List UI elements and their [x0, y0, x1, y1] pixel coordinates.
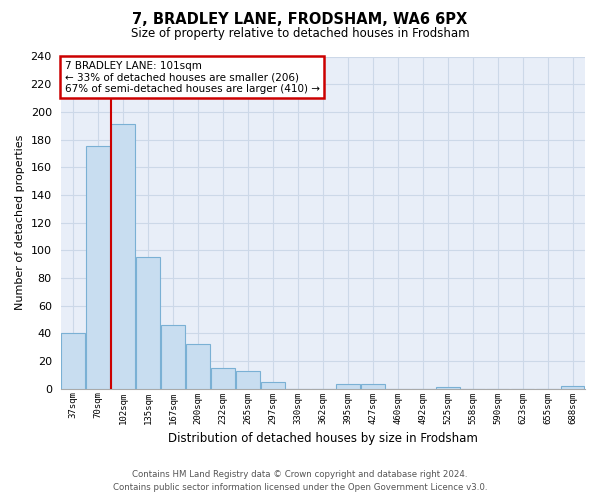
Bar: [61, 334, 85, 388]
Bar: [261, 382, 285, 388]
Bar: [361, 384, 385, 388]
Text: 7 BRADLEY LANE: 101sqm
← 33% of detached houses are smaller (206)
67% of semi-de: 7 BRADLEY LANE: 101sqm ← 33% of detached…: [65, 60, 320, 94]
Text: Contains HM Land Registry data © Crown copyright and database right 2024.
Contai: Contains HM Land Registry data © Crown c…: [113, 470, 487, 492]
Bar: [112, 124, 135, 388]
Bar: [560, 386, 584, 388]
Text: 7, BRADLEY LANE, FRODSHAM, WA6 6PX: 7, BRADLEY LANE, FRODSHAM, WA6 6PX: [133, 12, 467, 28]
Bar: [136, 257, 160, 388]
Bar: [186, 344, 210, 389]
Bar: [236, 370, 260, 388]
Y-axis label: Number of detached properties: Number of detached properties: [15, 135, 25, 310]
X-axis label: Distribution of detached houses by size in Frodsham: Distribution of detached houses by size …: [168, 432, 478, 445]
Bar: [211, 368, 235, 388]
Bar: [336, 384, 360, 388]
Bar: [86, 146, 110, 388]
Text: Size of property relative to detached houses in Frodsham: Size of property relative to detached ho…: [131, 28, 469, 40]
Bar: [161, 325, 185, 388]
